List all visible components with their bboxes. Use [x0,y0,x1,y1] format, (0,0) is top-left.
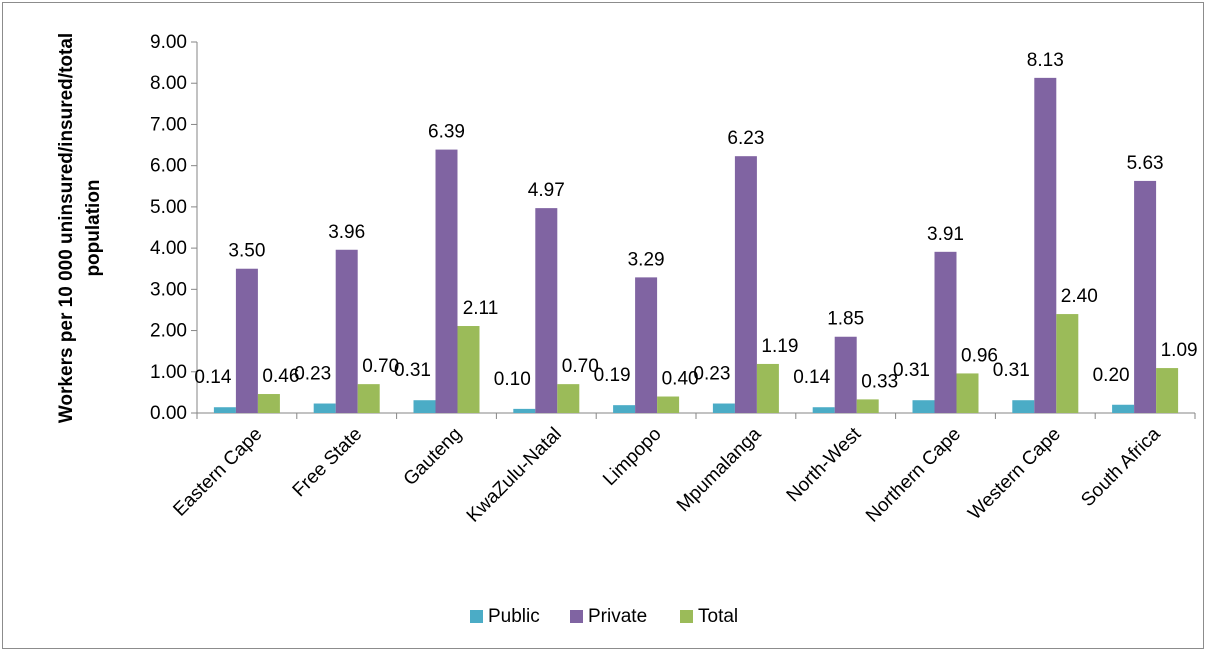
data-label-total: 1.09 [1161,340,1198,361]
bar-private [235,268,258,413]
y-tick-label: 0.00 [150,403,187,424]
bar-public [812,407,835,413]
x-category-label: Free State [289,424,367,502]
bar-private [535,208,558,413]
bar-private [635,277,658,413]
data-label-total: 0.46 [262,366,299,387]
bar-public [1012,400,1035,413]
bar-total [956,373,979,413]
x-category-label: Northern Cape [862,424,965,527]
data-label-private: 3.29 [628,249,665,270]
data-label-total: 1.19 [761,336,798,357]
y-tick-label: 1.00 [150,362,187,383]
data-label-public: 0.31 [394,360,431,381]
x-category-label: North-West [783,423,866,506]
data-label-total: 0.40 [662,369,699,390]
bar-total [756,363,779,413]
data-label-private: 3.96 [328,222,365,243]
bar-total [457,326,480,413]
data-label-private: 3.91 [927,224,964,245]
bar-public [1112,404,1135,413]
data-label-public: 0.14 [793,367,830,388]
plot-area: 0.00 1.00 2.00 3.00 4.00 5.00 6.00 7.00 8.00 9.00… [150,32,1198,527]
bar-private [335,249,358,413]
bar-total [856,399,879,413]
data-label-total: 0.96 [961,345,998,366]
bar-private [1134,180,1157,413]
x-category-label: Gauteng [400,424,466,490]
data-label-total: 0.70 [562,356,599,377]
y-tick-label: 9.00 [150,32,187,53]
x-category-label: Western Cape [964,424,1064,524]
bar-public [213,407,236,413]
x-category-label: Limpopo [599,424,665,490]
bar-public [613,405,636,413]
data-label-private: 4.97 [528,180,565,201]
x-category-label: Mpumalanga [673,423,766,516]
bar-public [313,403,336,413]
bar-total [557,384,580,413]
bar-public [413,400,436,413]
data-label-public: 0.20 [1093,365,1130,386]
y-tick-label: 2.00 [150,321,187,342]
bar-total [257,394,280,413]
legend-swatch-total [680,610,693,623]
data-label-total: 2.40 [1061,286,1098,307]
data-label-public: 0.19 [594,365,631,386]
bar-public [712,403,735,413]
data-label-public: 0.23 [294,364,331,385]
bar-private [1034,77,1057,413]
y-axis-title-line-2: population [83,179,104,276]
bar-private [834,336,857,413]
data-label-private: 1.85 [827,309,864,330]
x-category-label: Eastern Cape [169,424,266,521]
data-label-private: 3.50 [228,241,265,262]
data-label-total: 0.70 [362,356,399,377]
data-label-private: 6.23 [727,128,764,149]
legend-swatch-private [570,610,583,623]
bar-private [734,156,757,414]
y-tick-label: 5.00 [150,197,187,218]
data-label-total: 0.33 [861,371,898,392]
data-label-private: 6.39 [428,122,465,143]
data-label-public: 0.31 [993,360,1030,381]
y-tick-label: 3.00 [150,279,187,300]
x-category-label: South Africa [1077,423,1165,511]
legend-label-public: Public [488,606,540,627]
bar-private [435,149,458,413]
y-tick-label: 6.00 [150,156,187,177]
bar-total [657,396,680,413]
data-label-total: 2.11 [463,298,499,319]
legend-swatch-public [470,610,483,623]
bar-public [513,408,536,413]
x-category-label: KwaZulu-Natal [463,424,566,527]
bar-total [1056,314,1079,413]
data-label-private: 5.63 [1127,153,1164,174]
y-axis-title-line-1: Workers per 10 000 uninsured/insured/tot… [56,33,77,423]
bar-total [357,384,380,413]
data-label-private: 8.13 [1027,50,1064,71]
data-label-public: 0.23 [693,364,730,385]
y-tick-label: 7.00 [150,114,187,135]
legend-label-private: Private [588,606,647,627]
data-label-public: 0.10 [494,369,531,390]
y-tick-label: 8.00 [150,73,187,94]
bar-public [912,400,935,413]
legend: Public Private Total [470,606,738,627]
data-label-public: 0.14 [194,367,231,388]
legend-label-total: Total [698,606,738,627]
bar-total [1156,368,1179,413]
data-label-public: 0.31 [893,360,930,381]
y-tick-label: 4.00 [150,238,187,259]
bar-private [934,251,957,413]
